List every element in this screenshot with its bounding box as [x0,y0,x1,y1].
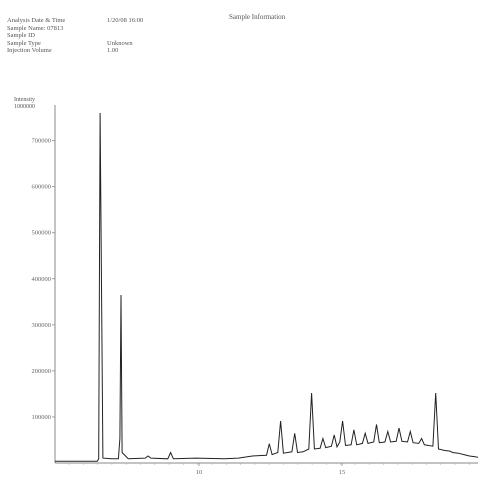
y-axis-label: Intensity 1000000 [14,97,35,110]
info-label: Injection Volume [7,47,52,55]
y-tick-label: 700000 [32,138,52,145]
info-row: Sample Name: 07813 [7,25,143,33]
info-value: 1.00 [107,47,119,55]
info-row: Sample Type Unknown [7,40,143,48]
series-trace [55,112,479,462]
sample-info-block: Analysis Date & Time 1/20/08 16:00 Sampl… [7,17,143,55]
y-tick-label: 500000 [32,230,52,237]
y-tick-label: 400000 [32,276,52,283]
y-tick-label: 300000 [32,322,52,329]
info-row: Injection Volume 1.00 [7,47,143,55]
info-value: Unknown [107,39,133,47]
info-value: 1/20/08 16:00 [107,17,144,24]
report-title: Sample Information [229,13,286,21]
x-tick-label: 10 [196,469,203,476]
info-label: Analysis Date & Time [7,17,66,24]
info-row: Sample ID [7,32,143,40]
info-label: Sample ID [7,32,35,40]
y-tick-label: 100000 [32,414,52,421]
y-tick-label: 600000 [32,184,52,191]
info-row: Analysis Date & Time 1/20/08 16:00 [7,17,143,25]
info-label: Sample Type [7,39,41,47]
y-tick-label: 200000 [32,368,52,375]
x-tick-label: 15 [339,469,346,476]
info-label: Sample Name: 07813 [7,24,64,32]
